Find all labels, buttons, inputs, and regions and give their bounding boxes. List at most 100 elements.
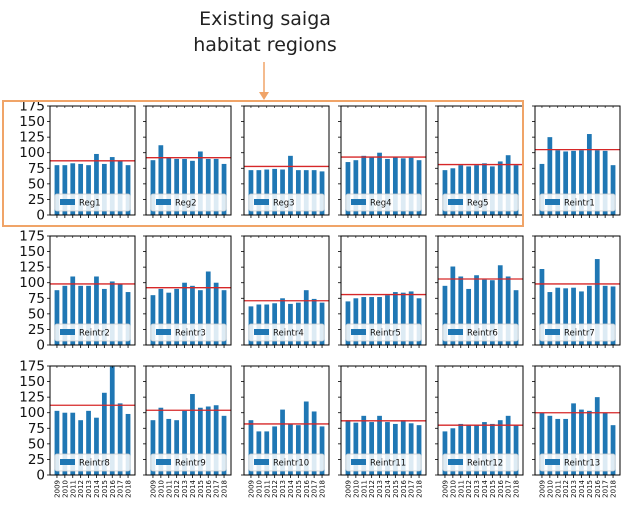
x-tick-label: 2015 — [295, 480, 303, 498]
x-tick-label: 2013 — [376, 480, 384, 498]
bar-reintr3-2012 — [174, 288, 180, 345]
bar-reintr12-2011 — [458, 423, 464, 475]
bar-reintr11-2010 — [353, 422, 359, 475]
bar-reintr13-2010 — [547, 415, 553, 475]
bar-reintr13-2014 — [579, 409, 584, 475]
legend-swatch — [254, 329, 269, 335]
panel-frame — [243, 365, 330, 476]
x-tick-label: 2015 — [586, 480, 594, 498]
annotation-arrowhead — [259, 92, 269, 100]
bar-reintr10-2017 — [311, 411, 317, 475]
bar-reg5-2014 — [482, 163, 487, 215]
bar-reg3-2014 — [288, 155, 293, 215]
x-tick-label: 2013 — [473, 480, 481, 498]
bar-reg4-2014 — [385, 158, 390, 215]
legend-label-reintr3: Reintr3 — [175, 329, 206, 339]
legend-swatch — [448, 199, 463, 205]
x-tick-label: 2012 — [271, 480, 279, 498]
legend-swatch — [448, 459, 463, 465]
legend-box — [150, 453, 227, 472]
legend-swatch — [351, 329, 366, 335]
bar-reintr7-2012 — [563, 288, 569, 345]
bar-reintr7-2011 — [555, 287, 561, 345]
x-tick-label: 2016 — [400, 479, 408, 497]
x-tick-label: 2017 — [505, 480, 513, 498]
bar-reg2-2010 — [158, 145, 164, 215]
legend-swatch — [60, 329, 75, 335]
bar-reintr4-2013 — [280, 298, 285, 345]
bar-reintr1-2013 — [571, 150, 576, 215]
bar-reintr12-2012 — [466, 425, 472, 475]
panel-frame — [145, 235, 232, 346]
x-tick-label: 2017 — [213, 480, 221, 498]
bar-reintr7-2017 — [602, 285, 608, 345]
legend-box — [54, 193, 131, 212]
bar-reintr1-2015 — [586, 134, 592, 215]
bar-reintr5-2011 — [361, 297, 367, 345]
legend-label-reintr4: Reintr4 — [273, 329, 304, 339]
x-tick-label: 2018 — [125, 480, 133, 498]
bar-reintr2-2013 — [86, 285, 91, 345]
annotation: Existing saiga habitat regions — [0, 6, 530, 58]
x-tick-label: 2018 — [319, 480, 327, 498]
x-tick-label: 2016 — [109, 479, 117, 497]
annotation-line-1: Existing saiga — [199, 8, 331, 30]
legend-swatch — [545, 199, 560, 205]
bar-reg1-2015 — [101, 163, 107, 215]
legend-label-reg4: Reg4 — [370, 199, 392, 209]
bar-reintr13-2018 — [610, 425, 616, 475]
legend-label-reintr5: Reintr5 — [370, 329, 401, 339]
bar-reintr9-2018 — [221, 415, 227, 475]
bar-reintr1-2018 — [610, 165, 616, 215]
bar-reg1-2018 — [125, 165, 131, 215]
x-tick-label: 2009 — [344, 480, 352, 498]
bar-reintr3-2013 — [182, 282, 187, 345]
legend-swatch — [156, 459, 171, 465]
bar-reg4-2013 — [377, 152, 382, 215]
bar-reintr8-2012 — [78, 420, 84, 475]
bar-reintr10-2009 — [248, 420, 254, 475]
bar-reg2-2018 — [221, 163, 227, 215]
x-tick-label: 2018 — [513, 480, 521, 498]
bar-reintr5-2014 — [385, 295, 390, 345]
y-tick-label: 50 — [28, 176, 45, 192]
x-tick-label: 2013 — [570, 480, 578, 498]
bar-reg5-2010 — [450, 168, 456, 215]
y-tick-label: 125 — [19, 390, 45, 406]
bar-reintr10-2016 — [303, 401, 309, 475]
bar-reintr10-2015 — [295, 425, 301, 475]
y-tick-label: 100 — [19, 405, 45, 421]
x-tick-label: 2016 — [303, 479, 311, 497]
x-tick-label: 2012 — [368, 480, 376, 498]
bar-reintr12-2017 — [505, 415, 511, 475]
bar-reintr2-2011 — [70, 276, 76, 345]
legend-box — [442, 453, 519, 472]
y-tick-label: 125 — [19, 260, 45, 276]
x-tick-label: 2009 — [53, 480, 61, 498]
x-tick-label: 2009 — [149, 480, 157, 498]
x-tick-label: 2010 — [255, 480, 263, 498]
bar-reintr3-2014 — [190, 285, 195, 345]
y-tick-label: 75 — [28, 291, 45, 307]
x-tick-label: 2010 — [449, 480, 457, 498]
bar-reintr13-2009 — [539, 412, 545, 475]
bar-reintr7-2015 — [586, 285, 592, 345]
bar-reg1-2012 — [78, 163, 84, 215]
legend-box — [539, 323, 616, 342]
bar-reintr2-2009 — [54, 290, 60, 345]
legend-swatch — [60, 459, 75, 465]
bar-reg3-2016 — [303, 170, 309, 215]
bar-reg3-2012 — [272, 168, 278, 215]
panel-frame — [49, 105, 136, 216]
bar-reintr2-2012 — [78, 285, 84, 345]
panel-frame — [437, 365, 524, 476]
bar-reintr12-2013 — [474, 425, 479, 475]
bar-reintr1-2011 — [555, 150, 561, 215]
legend-swatch — [351, 459, 366, 465]
y-tick-label: 25 — [28, 452, 45, 468]
legend-label-reintr7: Reintr7 — [564, 329, 595, 339]
legend-label-reg5: Reg5 — [467, 199, 489, 209]
legend-label-reintr11: Reintr11 — [370, 459, 406, 469]
bar-reg2-2016 — [205, 158, 211, 215]
